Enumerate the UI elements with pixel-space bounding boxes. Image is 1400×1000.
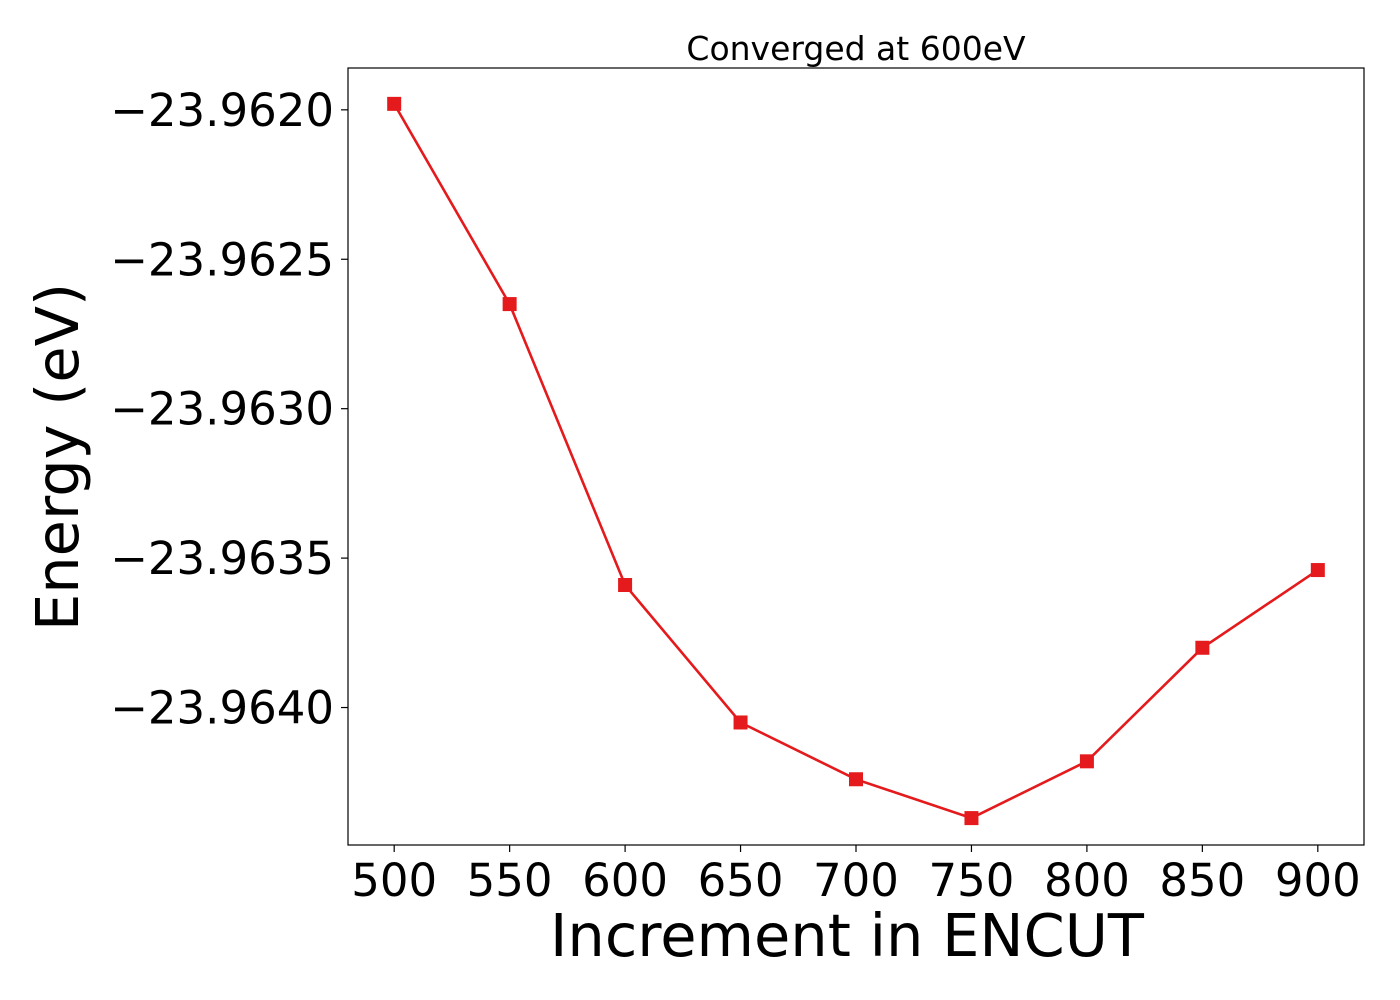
data-point <box>1195 640 1210 655</box>
data-point <box>387 96 402 111</box>
y-tick-label: −23.9635 <box>110 532 334 585</box>
x-axis-label: Increment in ENCUT <box>550 901 1145 970</box>
data-point <box>1079 754 1094 769</box>
y-tick-label: −23.9640 <box>110 682 334 735</box>
y-axis-label: Energy (eV) <box>23 283 92 631</box>
data-point <box>733 715 748 730</box>
data-point <box>618 578 633 593</box>
x-tick-label: 750 <box>929 854 1015 907</box>
data-point <box>849 772 863 787</box>
x-tick-label: 650 <box>698 854 784 907</box>
data-point <box>502 297 517 312</box>
data-point <box>1310 563 1325 578</box>
x-tick-label: 600 <box>582 854 668 907</box>
series-layer <box>387 96 1325 826</box>
x-tick-label: 550 <box>467 854 553 907</box>
data-point <box>964 811 979 826</box>
x-tick-label: 850 <box>1159 854 1245 907</box>
chart-title: Converged at 600eV <box>686 29 1026 68</box>
x-tick-label: 700 <box>813 854 899 907</box>
x-tick-label: 500 <box>351 854 437 907</box>
plot-frame <box>347 67 1365 846</box>
series-line <box>393 103 1319 820</box>
y-tick-label: −23.9625 <box>110 233 334 286</box>
x-tick-label: 800 <box>1044 854 1130 907</box>
y-tick-label: −23.9620 <box>110 84 334 137</box>
x-tick-label: 900 <box>1275 854 1361 907</box>
y-axis: −23.9620 −23.9625 −23.9630 −23.9635 −23.9640 <box>110 84 348 735</box>
x-axis: 500 550 600 650 700 750 800 850 900 <box>351 845 1361 907</box>
y-tick-label: −23.9630 <box>110 383 334 436</box>
